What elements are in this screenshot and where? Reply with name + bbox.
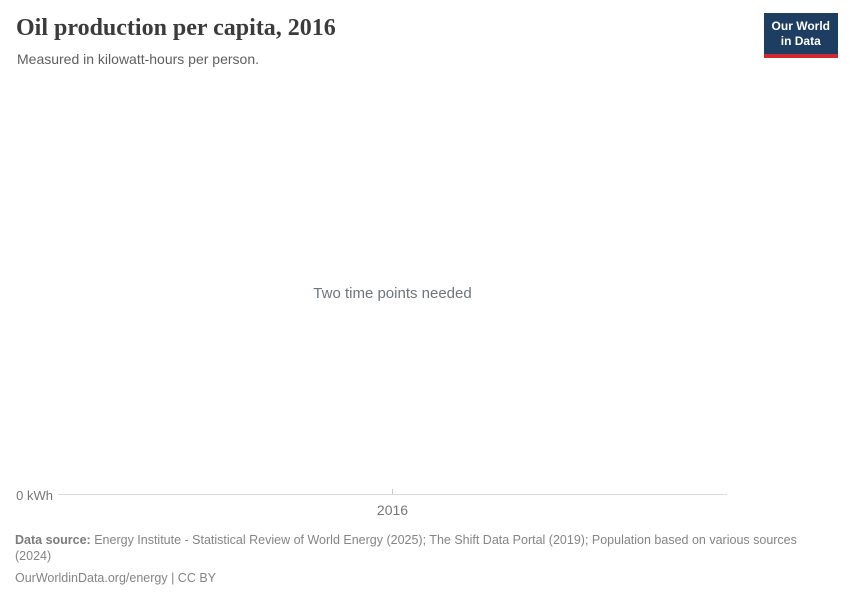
chart-footer: Data source: Energy Institute - Statisti… [15,533,827,587]
x-axis-line [58,494,727,495]
attribution-link[interactable]: OurWorldinData.org/energy | CC BY [15,571,217,585]
owid-logo[interactable]: Our World in Data [763,13,838,58]
data-source-label: Data source: [15,533,91,547]
data-source-text: Energy Institute - Statistical Review of… [15,533,797,563]
data-source-line[interactable]: Data source: Energy Institute - Statisti… [15,533,827,564]
chart-subtitle: Measured in kilowatt-hours per person. [17,51,260,67]
empty-chart-message: Two time points needed [313,285,472,302]
x-axis-tick-mark [392,489,393,494]
y-axis-tick-label: 0 kWh [16,488,53,503]
chart-title: Oil production per capita, 2016 [16,15,336,41]
x-axis-tick-label: 2016 [376,502,409,518]
owid-logo-line2: in Data [780,34,821,48]
owid-logo-line1: Our World [771,19,830,33]
